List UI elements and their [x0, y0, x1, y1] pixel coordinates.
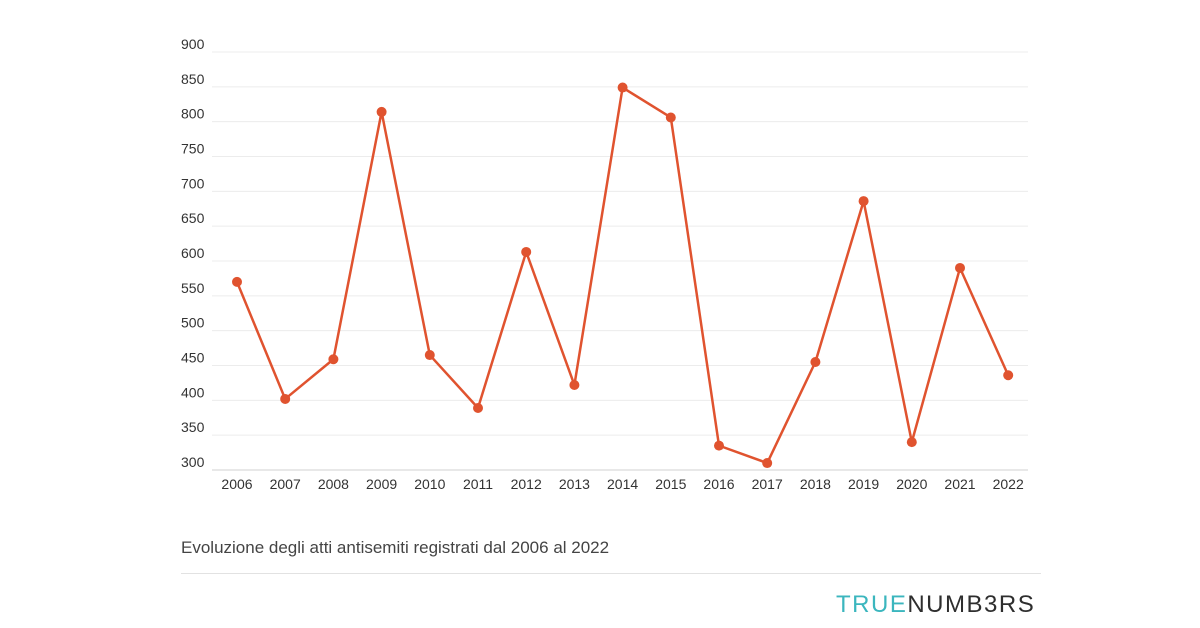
x-tick-label: 2010 — [414, 476, 445, 492]
y-tick-label: 800 — [181, 106, 205, 122]
x-tick-label: 2019 — [848, 476, 879, 492]
data-point — [955, 262, 965, 273]
x-tick-label: 2007 — [270, 476, 301, 492]
brand-logo-part1: TRUE — [836, 591, 908, 618]
gridlines — [212, 51, 1028, 471]
x-tick-label: 2022 — [993, 476, 1024, 492]
x-tick-label: 2012 — [511, 476, 542, 492]
x-tick-label: 2015 — [655, 476, 686, 492]
data-point — [665, 112, 676, 123]
x-tick-label: 2009 — [366, 476, 397, 492]
x-tick-label: 2011 — [463, 476, 493, 492]
series-line-layer — [235, 86, 1010, 465]
data-point — [376, 106, 387, 117]
y-tick-label: 400 — [181, 384, 205, 400]
data-point — [906, 437, 917, 448]
chart-caption: Evoluzione degli atti antisemiti registr… — [181, 538, 610, 557]
y-tick-label: 850 — [181, 71, 205, 87]
data-point — [810, 357, 821, 368]
y-tick-label: 750 — [181, 141, 205, 157]
x-tick-label: 2016 — [703, 476, 734, 492]
y-tick-label: 650 — [181, 210, 205, 226]
x-axis-tick-labels: 2006 2007 2008 2009 2010 2011 2012 2013 2014 2015… — [221, 476, 1024, 492]
x-tick-label: 2018 — [800, 476, 831, 492]
series-line — [235, 86, 1010, 465]
y-tick-label: 900 — [181, 36, 205, 52]
brand-logo-part2: NUMB3RS — [907, 591, 1036, 618]
caption-divider — [181, 573, 1041, 574]
y-tick-label: 550 — [181, 280, 205, 296]
x-tick-label: 2008 — [318, 476, 349, 492]
x-tick-label: 2020 — [896, 476, 927, 492]
data-point — [617, 82, 628, 93]
data-point — [280, 393, 291, 404]
data-point — [473, 402, 483, 413]
x-tick-label: 2017 — [752, 476, 783, 492]
y-tick-label: 350 — [181, 419, 205, 435]
data-points-layer — [232, 82, 1014, 469]
x-tick-label: 2021 — [944, 476, 975, 492]
y-tick-label: 500 — [181, 315, 205, 331]
x-tick-label: 2006 — [221, 476, 252, 492]
x-tick-label: 2014 — [607, 476, 638, 492]
y-tick-label: 300 — [181, 454, 205, 470]
y-tick-label: 700 — [181, 175, 205, 191]
x-tick-label: 2013 — [559, 476, 590, 492]
y-tick-label: 450 — [181, 350, 205, 366]
data-point — [858, 196, 869, 207]
data-point — [1003, 370, 1014, 381]
brand-logo: TRUENUMB3RS — [836, 591, 1035, 619]
data-point — [328, 354, 339, 365]
data-point — [232, 276, 242, 287]
data-point — [762, 458, 773, 469]
data-point — [714, 440, 724, 451]
y-tick-label: 600 — [181, 245, 205, 261]
data-point — [424, 350, 435, 361]
data-point — [521, 246, 532, 257]
y-axis-tick-labels: 300 350 400 450 500 550 600 650 700 750 800 850 900 — [181, 36, 205, 470]
data-point — [569, 380, 580, 391]
